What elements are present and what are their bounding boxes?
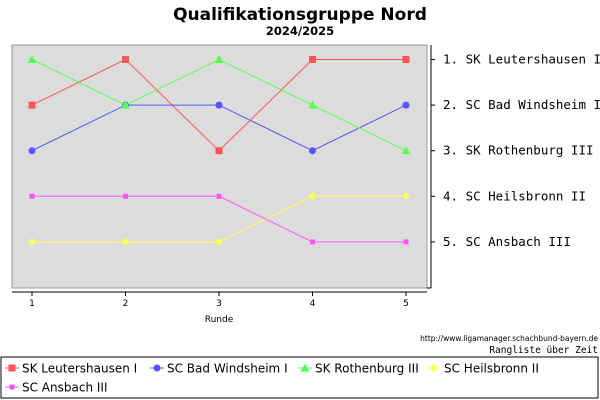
data-point: [215, 237, 223, 246]
series-4: [29, 193, 409, 245]
legend-item: SK Rothenburg III: [298, 362, 419, 376]
legend-item: SC Bad Windsheim I: [150, 362, 288, 376]
x-tick-label: 4: [310, 299, 316, 309]
data-point: [121, 237, 130, 246]
plot-area: [11, 44, 428, 289]
legend-marker: [9, 384, 15, 390]
legend-label: SK Leutershausen I: [22, 362, 137, 376]
x-tick-label: 2: [123, 299, 129, 309]
legend-marker: [300, 363, 310, 372]
legend-label: SK Rothenburg III: [315, 362, 419, 376]
legend-marker: [8, 364, 16, 372]
x-axis-ticks: 1 2 3 4 5: [29, 292, 409, 309]
legend-box: [0, 356, 599, 399]
data-point: [122, 56, 129, 63]
x-tick-label: 1: [29, 299, 35, 309]
legend-label: SC Heilsbronn II: [444, 362, 539, 376]
legend-item: SC Ansbach III: [5, 381, 107, 395]
data-point: [308, 192, 317, 201]
legend-marker: [430, 364, 438, 372]
data-point: [215, 147, 223, 155]
data-point: [28, 147, 36, 155]
legend-label: SC Bad Windsheim I: [167, 362, 288, 376]
chart-subtitle: 2024/2025: [266, 24, 334, 38]
footer-url: http://www.ligamanager.schachbund-bayern…: [420, 334, 598, 343]
x-axis-label: Runde: [205, 315, 234, 325]
data-point: [29, 193, 35, 199]
x-tick-label: 5: [403, 299, 409, 309]
data-point: [309, 56, 316, 63]
series-layer: [27, 55, 411, 246]
data-point: [28, 237, 36, 246]
y-tick-label: 5. SC Ansbach III: [443, 234, 571, 249]
legend-label: SC Ansbach III: [22, 381, 107, 395]
data-point: [216, 193, 222, 199]
data-point: [401, 146, 411, 155]
data-point: [123, 193, 128, 199]
series-3: [28, 192, 410, 246]
data-point: [28, 101, 36, 109]
data-point: [214, 55, 224, 63]
series-0: [28, 56, 410, 155]
chart-title: Qualifikationsgruppe Nord: [173, 5, 427, 25]
data-point: [402, 192, 410, 201]
legend-item: SC Heilsbronn II: [427, 362, 539, 376]
x-tick-label: 3: [216, 299, 222, 309]
y-tick-label: 2. SC Bad Windsheim I: [443, 97, 600, 112]
y-axis-ticks: 1. SK Leutershausen I 2. SC Bad Windsheim…: [427, 52, 600, 289]
footer-caption: Rangliste über Zeit: [489, 345, 598, 356]
data-point: [121, 100, 130, 109]
legend-item: SK Leutershausen I: [5, 362, 137, 376]
data-point: [403, 239, 409, 245]
data-point: [215, 101, 223, 109]
legend: SK Leutershausen I SC Bad Windsheim I SK R…: [5, 362, 539, 395]
data-point: [309, 147, 316, 155]
y-tick-label: 3. SK Rothenburg III: [443, 143, 594, 158]
data-point: [27, 55, 37, 63]
series-1: [28, 101, 410, 155]
data-point: [402, 56, 410, 63]
legend-marker: [153, 364, 161, 372]
series-2: [27, 55, 411, 155]
data-point: [308, 100, 317, 109]
y-tick-label: 1. SK Leutershausen I: [443, 52, 600, 67]
data-point: [402, 101, 410, 109]
data-point: [310, 239, 315, 245]
y-tick-label: 4. SC Heilsbronn II: [443, 188, 586, 203]
